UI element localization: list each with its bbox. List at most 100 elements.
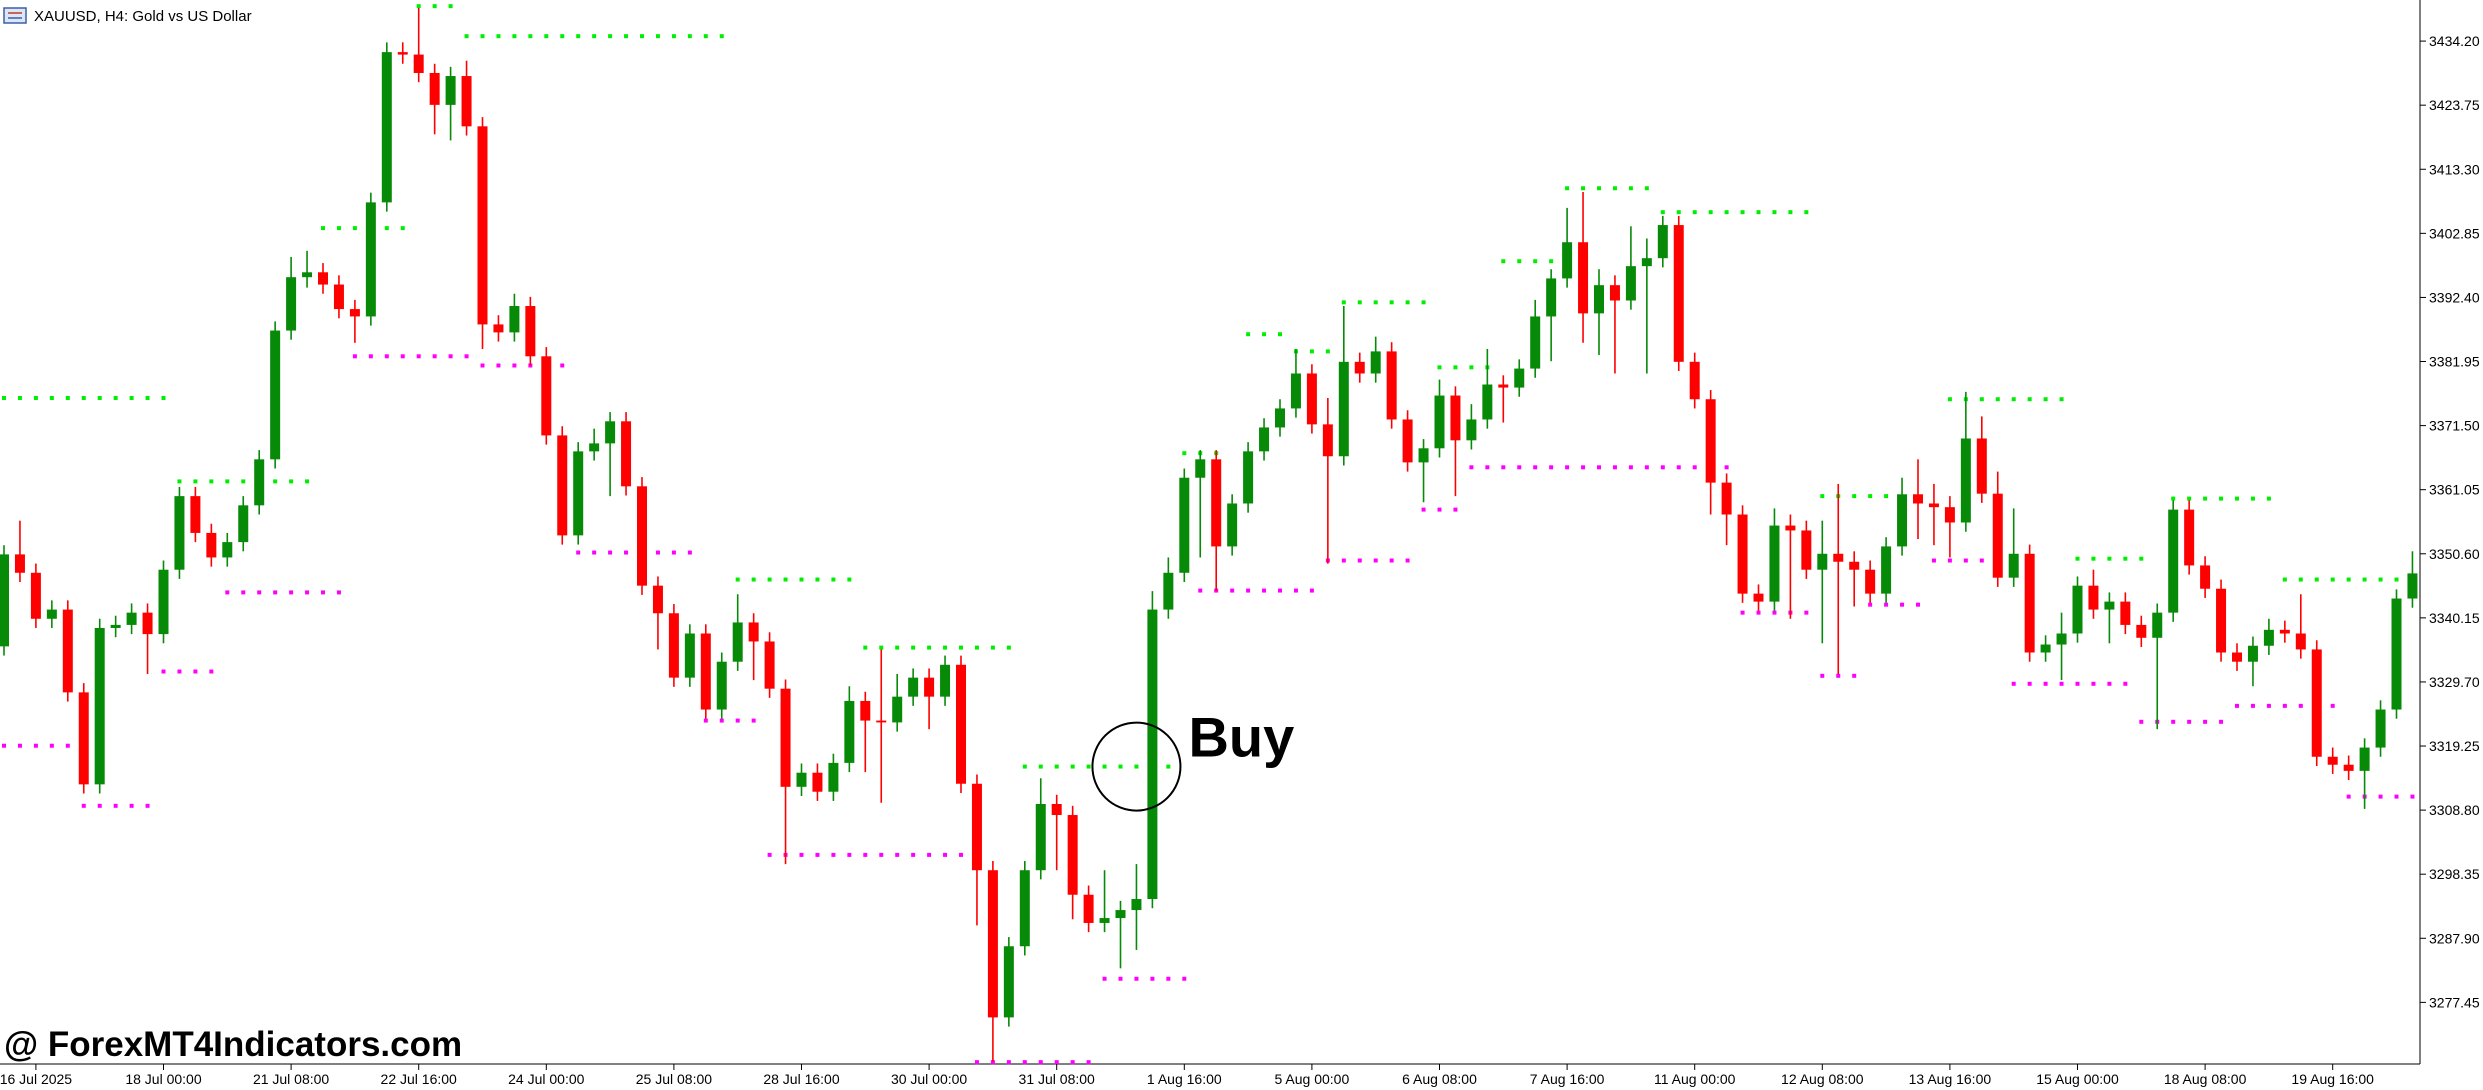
x-tick-label: 24 Jul 00:00 [508,1071,584,1087]
resistance-dot [1517,259,1522,264]
resistance-dot [1772,210,1777,215]
candle-body [541,356,552,436]
y-tick-label: 3361.05 [2429,482,2480,498]
candle-body [924,677,935,697]
candle-body [876,720,887,723]
x-tick-label: 25 Jul 08:00 [636,1071,712,1087]
candle-body [1227,503,1238,547]
resistance-dot [974,645,979,650]
support-dot [384,354,389,359]
candle-body [1370,351,1381,374]
candle-body [1865,569,1876,594]
candle-body [1625,266,1636,301]
candle-body [158,569,169,635]
support-dot [416,354,421,359]
x-tick-label: 18 Aug 08:00 [2164,1071,2247,1087]
resistance-dot [1405,300,1410,305]
resistance-dot [1533,259,1538,264]
resistance-dot [1022,764,1027,769]
resistance-dot [815,577,820,582]
candle-body [828,762,839,792]
candle-body [1195,459,1206,478]
candle-body [1976,438,1987,494]
candle-body [286,277,297,331]
resistance-dot [1788,210,1793,215]
resistance-dot [2091,556,2096,561]
resistance-dot [1740,210,1745,215]
support-dot [671,550,676,555]
candle-body [1833,553,1844,562]
y-tick-label: 3350.60 [2429,546,2480,562]
resistance-dot [1852,494,1857,499]
support-dot [480,363,485,368]
support-dot [1262,588,1267,593]
candle-body [1322,424,1333,457]
candle-body [1083,894,1094,923]
resistance-dot [2203,496,2208,501]
x-tick-label: 18 Jul 00:00 [125,1071,201,1087]
candle-body [2136,624,2147,638]
candle-body [1609,285,1620,301]
candle-body [2168,509,2179,613]
support-dot [1963,558,1968,563]
candle-body [844,700,855,763]
resistance-dot [751,577,756,582]
resistance-dot [1134,764,1139,769]
resistance-dot [1756,210,1761,215]
candle-body [1960,438,1971,523]
support-dot [1134,976,1139,981]
x-tick-label: 21 Jul 08:00 [253,1071,329,1087]
support-dot [1038,1060,1043,1065]
resistance-dot [2219,496,2224,501]
chart-title: XAUUSD, H4: Gold vs US Dollar [34,8,252,25]
candle-body [892,696,903,723]
support-dot [1341,558,1346,563]
support-dot [1118,976,1123,981]
y-tick-label: 3381.95 [2429,354,2480,370]
support-dot [432,354,437,359]
candle-body [971,783,982,871]
support-dot [1676,465,1681,470]
candle-body [2247,645,2258,662]
candle-body [222,542,233,558]
resistance-dot [496,34,501,39]
candle-body [238,505,249,543]
resistance-dot [1070,764,1075,769]
candle-body [1817,553,1828,570]
resistance-dot [911,645,916,650]
support-dot [815,852,820,857]
resistance-dot [1644,186,1649,191]
resistance-dot [2235,496,2239,501]
candle-body [333,284,344,310]
candle-body [397,52,408,55]
support-dot [1724,465,1729,470]
resistance-dot [1724,210,1729,215]
support-dot [289,590,294,595]
support-dot [735,718,740,723]
support-dot [17,743,22,748]
resistance-dot [1549,259,1554,264]
candle-body [62,609,73,693]
resistance-dot [1373,300,1378,305]
resistance-dot [1660,210,1665,215]
resistance-dot [193,479,198,484]
resistance-dot [783,577,788,582]
support-dot [97,803,102,808]
candle-body [668,613,679,678]
candle-body [1115,910,1126,919]
candle-body [461,76,472,127]
resistance-dot [177,479,182,484]
resistance-dot [1804,210,1809,215]
candle-body [1849,561,1860,570]
candle-body [1290,373,1301,409]
y-tick-label: 3329.70 [2429,674,2480,690]
support-dot [2378,794,2383,799]
candle-body [2200,565,2211,589]
candle-body [2184,509,2195,566]
support-dot [1931,558,1936,563]
resistance-dot [225,479,230,484]
candle-body [1211,459,1222,547]
x-tick-label: 28 Jul 16:00 [763,1071,839,1087]
support-dot [1246,588,1251,593]
candle-body [1514,368,1525,388]
